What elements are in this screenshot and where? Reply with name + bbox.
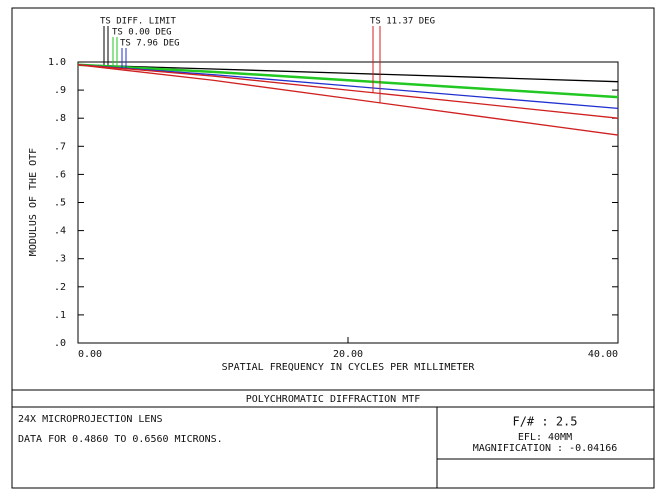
y-tick-label: .2: [54, 282, 66, 293]
y-tick-label: .5: [54, 198, 66, 209]
x-tick-label: 20.00: [333, 349, 363, 360]
y-tick-label: .9: [54, 85, 66, 96]
mtf-line: [77, 64, 619, 136]
frame: [11, 7, 655, 489]
lens-name: 24X MICROPROJECTION LENS: [18, 414, 163, 425]
y-tick-label: .0: [54, 338, 66, 349]
y-tick-label: .6: [54, 169, 66, 180]
y-tick-label: 1.0: [48, 57, 66, 68]
curve-label: TS DIFF. LIMIT: [100, 17, 176, 27]
y-tick-label: .8: [54, 113, 66, 124]
y-tick-label: .4: [54, 226, 66, 237]
efl: EFL: 40MM: [518, 432, 572, 443]
y-tick-label: .3: [54, 254, 66, 265]
plot-area: [77, 61, 619, 344]
mtf-line: [77, 64, 619, 110]
x-axis-label: SPATIAL FREQUENCY IN CYCLES PER MILLIMET…: [222, 362, 476, 373]
mtf-line: [77, 63, 619, 99]
x-tick-label: 40.00: [588, 349, 618, 360]
y-axis-label: MODULUS OF THE OTF: [28, 148, 39, 256]
mtf-line: [77, 64, 619, 119]
x-tick-label: 0.00: [78, 349, 102, 360]
magnification: MAGNIFICATION : -0.04166: [473, 443, 618, 454]
curve-label: TS 0.00 DEG: [112, 28, 172, 38]
y-tick-label: .7: [54, 141, 66, 152]
chart-title: POLYCHROMATIC DIFFRACTION MTF: [246, 394, 421, 405]
curve-label: TS 11.37 DEG: [370, 17, 435, 27]
data-range: DATA FOR 0.4860 TO 0.6560 MICRONS.: [18, 434, 223, 445]
mtf-line: [77, 64, 619, 83]
curve-label: TS 7.96 DEG: [120, 39, 180, 49]
f-number: F/# : 2.5: [512, 415, 577, 429]
y-tick-label: .1: [54, 310, 66, 321]
